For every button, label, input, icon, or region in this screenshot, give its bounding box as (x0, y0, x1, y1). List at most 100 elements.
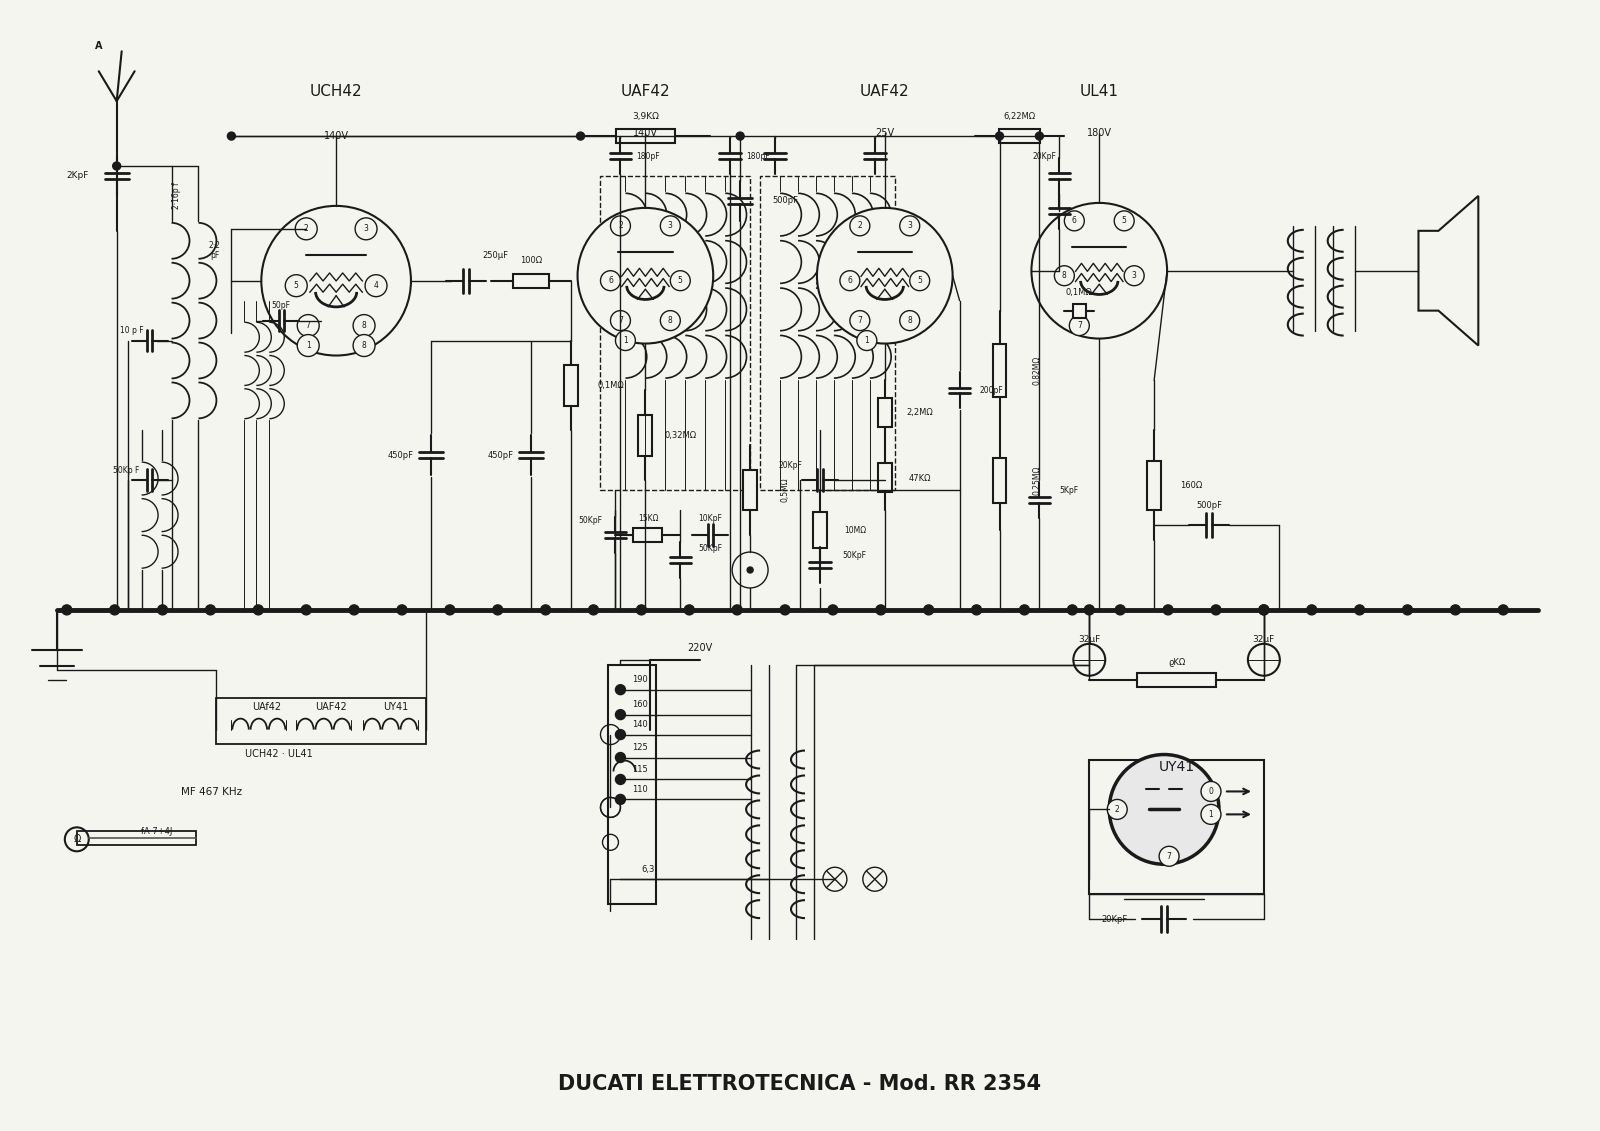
Circle shape (781, 605, 790, 615)
Text: 180pF: 180pF (746, 152, 770, 161)
Text: 8: 8 (1062, 271, 1067, 280)
Bar (878, 398, 891, 428)
Circle shape (354, 335, 374, 356)
Text: 0,82MΩ: 0,82MΩ (1034, 356, 1042, 385)
Text: Ω: Ω (74, 835, 80, 845)
Circle shape (971, 605, 981, 615)
Circle shape (445, 605, 454, 615)
Circle shape (899, 311, 920, 330)
Circle shape (349, 605, 358, 615)
Circle shape (1163, 605, 1173, 615)
Circle shape (616, 775, 626, 785)
Circle shape (261, 206, 411, 355)
Bar (760, 176, 894, 490)
Text: 250µF: 250µF (483, 251, 509, 260)
Circle shape (589, 605, 598, 615)
Text: 3,9KΩ: 3,9KΩ (632, 112, 659, 121)
Circle shape (616, 684, 626, 694)
Text: 6: 6 (848, 276, 853, 285)
Text: 50KpF: 50KpF (579, 516, 603, 525)
Text: 2: 2 (1115, 805, 1120, 814)
Circle shape (1069, 316, 1090, 336)
Text: 10MΩ: 10MΩ (843, 526, 866, 535)
Text: 100Ω: 100Ω (520, 257, 542, 266)
Circle shape (850, 311, 870, 330)
Text: 140V: 140V (634, 128, 658, 138)
Circle shape (298, 314, 318, 337)
Circle shape (875, 605, 886, 615)
Text: 200pF: 200pF (979, 386, 1003, 395)
Bar (600, 176, 750, 490)
Text: 0,1MΩ: 0,1MΩ (1066, 288, 1093, 297)
Circle shape (1054, 266, 1074, 286)
Text: 2: 2 (304, 224, 309, 233)
Text: 20KpF: 20KpF (1101, 915, 1128, 924)
Bar (813, 512, 827, 549)
Circle shape (1202, 804, 1221, 824)
Circle shape (1115, 605, 1125, 615)
Text: UAF42: UAF42 (859, 84, 910, 98)
Text: 1: 1 (1208, 810, 1213, 819)
Text: 3: 3 (363, 224, 368, 233)
Text: 125: 125 (632, 743, 648, 752)
Text: 220V: 220V (688, 642, 714, 653)
Bar (1090, 760, 1264, 895)
Text: 1: 1 (622, 336, 627, 345)
Text: 450pF: 450pF (387, 451, 414, 460)
Text: 50KpF: 50KpF (698, 544, 722, 553)
Text: 190: 190 (632, 675, 648, 684)
Circle shape (157, 605, 168, 615)
Circle shape (818, 208, 952, 344)
Circle shape (850, 216, 870, 235)
Text: 7: 7 (858, 316, 862, 325)
Bar (992, 344, 1006, 397)
Circle shape (685, 605, 694, 615)
Text: 115: 115 (632, 765, 648, 774)
Circle shape (670, 270, 690, 291)
Text: 50KpF: 50KpF (842, 551, 866, 560)
Circle shape (616, 729, 626, 740)
Text: 180V: 180V (1086, 128, 1112, 138)
Circle shape (298, 335, 318, 356)
Text: 500pF: 500pF (1195, 501, 1222, 510)
Bar (77, 831, 197, 845)
Circle shape (1064, 210, 1085, 231)
Circle shape (827, 605, 838, 615)
Circle shape (1067, 605, 1077, 615)
Circle shape (899, 216, 920, 235)
Text: 15KΩ: 15KΩ (638, 513, 659, 523)
Circle shape (1355, 605, 1365, 615)
Circle shape (1085, 605, 1094, 615)
Text: 450pF: 450pF (488, 451, 514, 460)
Text: 25V: 25V (875, 128, 894, 138)
Text: MF 467 KHz: MF 467 KHz (181, 787, 242, 797)
Text: 0,1MΩ: 0,1MΩ (597, 381, 624, 390)
Text: 2: 2 (618, 222, 622, 231)
Text: fA 7+4J: fA 7+4J (141, 827, 173, 836)
Text: 6,3: 6,3 (642, 865, 654, 874)
Text: UY41: UY41 (384, 701, 408, 711)
Text: UAF42: UAF42 (621, 84, 670, 98)
Circle shape (733, 605, 742, 615)
Circle shape (1109, 754, 1219, 864)
Circle shape (285, 275, 307, 296)
Text: 0: 0 (1208, 787, 1213, 796)
Circle shape (354, 314, 374, 337)
Text: 180pF: 180pF (637, 152, 661, 161)
Text: 7: 7 (1166, 852, 1171, 861)
Text: 0,5MΩ: 0,5MΩ (781, 478, 789, 502)
Circle shape (611, 216, 630, 235)
Circle shape (493, 605, 502, 615)
Text: 160Ω: 160Ω (1179, 481, 1202, 490)
Text: 7: 7 (618, 316, 622, 325)
Circle shape (736, 132, 744, 140)
Circle shape (661, 216, 680, 235)
Text: 2·2
pF: 2·2 pF (208, 241, 221, 260)
Text: 8: 8 (362, 321, 366, 330)
Circle shape (661, 311, 680, 330)
Circle shape (1019, 605, 1029, 615)
Circle shape (541, 605, 550, 615)
Text: UAf42: UAf42 (251, 701, 282, 711)
Circle shape (66, 828, 88, 852)
Text: 8: 8 (667, 316, 672, 325)
